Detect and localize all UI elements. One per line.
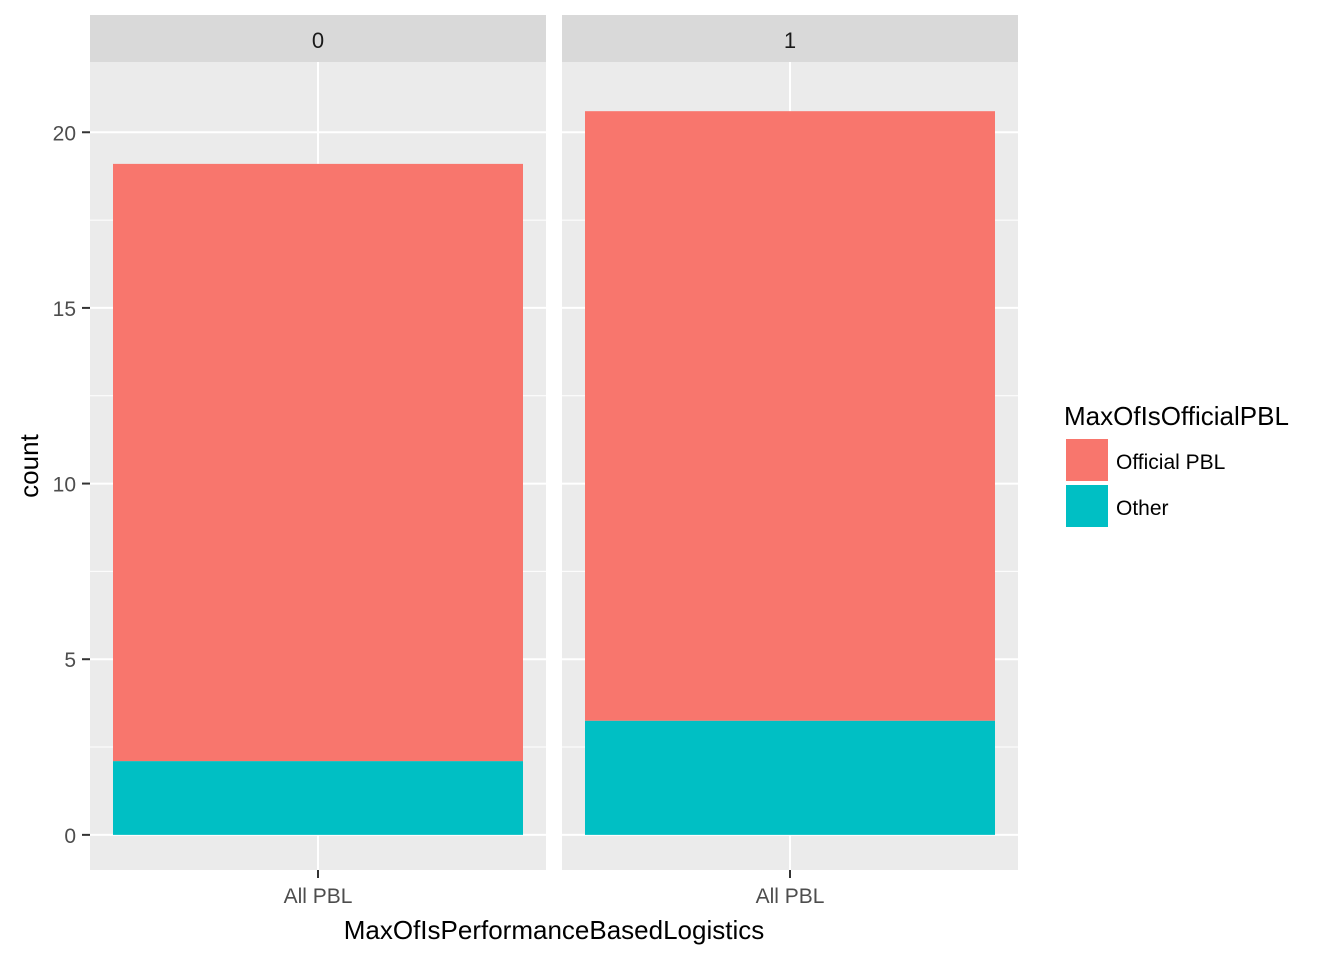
facet-strip — [562, 15, 1018, 62]
legend-key-other — [1066, 485, 1108, 527]
facet-strip-label: 0 — [312, 28, 324, 53]
facet-panel-1: 1 — [562, 15, 1018, 870]
bar-segment-other — [113, 761, 523, 835]
y-tick-label: 5 — [64, 649, 76, 672]
y-axis-title: count — [14, 433, 44, 497]
y-tick-label: 0 — [64, 825, 76, 848]
legend-label: Other — [1116, 497, 1169, 520]
legend-label: Official PBL — [1116, 451, 1225, 474]
bar-segment-official-pbl — [585, 111, 995, 721]
y-tick-label: 10 — [53, 474, 76, 497]
legend: MaxOfIsOfficialPBL Official PBL Other — [1064, 401, 1289, 527]
legend-title: MaxOfIsOfficialPBL — [1064, 401, 1289, 431]
y-tick-label: 15 — [53, 298, 76, 321]
legend-key-official-pbl — [1066, 439, 1108, 481]
bar-segment-other — [585, 720, 995, 835]
facet-strip — [90, 15, 546, 62]
x-tick-label: All PBL — [284, 885, 353, 908]
facet-strip-label: 1 — [784, 28, 796, 53]
x-axis-title: MaxOfIsPerformanceBasedLogistics — [344, 915, 765, 945]
y-tick-label: 20 — [53, 122, 76, 145]
bar-segment-official-pbl — [113, 163, 523, 762]
facet-panel-0: 0 — [90, 15, 546, 870]
x-tick-label: All PBL — [756, 885, 825, 908]
